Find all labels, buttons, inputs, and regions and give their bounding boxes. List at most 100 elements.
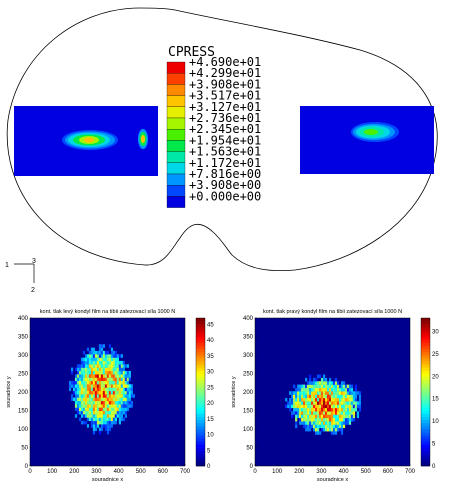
heatmap-cell — [108, 357, 112, 362]
heatmap-cell — [124, 410, 127, 415]
heatmap-cell — [110, 357, 114, 362]
heatmap-cell — [342, 424, 346, 429]
heatmap-cell — [70, 370, 74, 375]
heatmap-cell — [320, 417, 324, 422]
heatmap-cell — [120, 380, 123, 385]
heatmap-cells — [285, 374, 362, 435]
left-pressure-spot-small — [138, 129, 148, 149]
heatmap-cell — [84, 354, 88, 358]
heatmap-cell — [104, 364, 108, 368]
heatmap-cell — [80, 370, 84, 375]
x-tick-label: 0 — [253, 469, 257, 475]
heatmap-cell — [76, 384, 80, 388]
heatmap-cell — [293, 397, 296, 402]
colorbar-segment — [421, 413, 430, 417]
heatmap-cell — [74, 387, 78, 392]
heatmap-cell — [348, 421, 352, 425]
heatmap-cell — [350, 397, 354, 402]
heatmap-cell — [305, 384, 308, 389]
heatmap-cell — [90, 374, 94, 378]
heatmap-cell — [116, 407, 119, 412]
heatmap-cell — [332, 391, 336, 395]
heatmap-cell — [293, 394, 296, 399]
heatmap-cell — [346, 387, 350, 392]
heatmap-cell — [322, 391, 326, 395]
heatmap-cell — [303, 404, 306, 409]
heatmap-cell — [309, 411, 312, 415]
heatmap-cell — [88, 397, 92, 402]
heatmap-cell — [106, 384, 110, 388]
heatmap-cell — [344, 407, 348, 412]
heatmap-cell — [86, 370, 90, 375]
right-pressure-contact-zone — [351, 122, 399, 142]
heatmap-cell — [108, 374, 112, 378]
colorbar-segment — [421, 324, 430, 328]
heatmap-cell — [118, 374, 121, 378]
colorbar-segment — [421, 367, 430, 371]
heatmap-cell — [315, 377, 318, 382]
heatmap-cell — [354, 397, 358, 402]
heatmap-cell — [305, 414, 308, 419]
colorbar-segment — [421, 422, 430, 427]
heatmap-cell — [342, 404, 346, 409]
x-tick-label: 200 — [69, 469, 80, 475]
colorbar-segment — [196, 392, 205, 396]
heatmap-cell — [318, 391, 322, 395]
heatmap-cell — [118, 414, 121, 418]
heatmap-cell — [311, 411, 314, 415]
legend-label: +7.816e+00 — [189, 167, 261, 181]
heatmap-cell — [326, 391, 330, 395]
heatmap-cell — [122, 370, 125, 375]
heatmap-cell — [118, 377, 121, 382]
heatmap-cell — [320, 384, 324, 389]
heatmap-cell — [313, 411, 316, 415]
heatmap-cell — [340, 424, 344, 429]
heatmap-cell — [88, 357, 92, 362]
heatmap-cell — [114, 394, 117, 398]
heatmap-cell — [76, 400, 80, 405]
heatmap-cell — [315, 431, 318, 435]
heatmap-cell — [102, 370, 106, 375]
legend-label: +3.908e+01 — [189, 77, 261, 91]
heatmap-cell — [307, 394, 310, 399]
heatmap-cell — [326, 384, 330, 389]
heatmap-cell — [126, 400, 129, 405]
heatmap-cell — [328, 424, 332, 429]
heatmap-cell — [307, 407, 310, 412]
heatmap-cell — [291, 394, 294, 399]
heatmap-cell — [106, 350, 110, 355]
heatmap-cell — [112, 367, 115, 372]
heatmap-cell — [130, 394, 133, 398]
heatmap-cell — [124, 387, 127, 392]
heatmap-cell — [344, 391, 348, 395]
heatmap-cell — [94, 384, 98, 388]
heatmap-cell — [100, 364, 104, 368]
heatmap-cell — [98, 350, 102, 355]
heatmap-cell — [305, 391, 308, 395]
heatmap-cell — [309, 387, 312, 392]
heatmap-cell — [118, 400, 121, 405]
x-tick-label: 700 — [180, 469, 191, 475]
heatmap-cell — [348, 397, 352, 402]
heatmap-cell — [305, 427, 308, 432]
heatmap-cell — [96, 374, 100, 378]
heatmap-cell — [114, 380, 117, 385]
heatmap-cell — [340, 387, 344, 392]
heatmap-cell — [92, 420, 96, 425]
heatmap-cell — [311, 387, 314, 392]
colorbar-segment — [421, 388, 430, 393]
heatmap-cell — [104, 420, 108, 425]
heatmap-cell — [104, 400, 108, 405]
colorbar-frame — [195, 317, 206, 467]
heatmap-left-condyle: kont. tlak levý kondyl film na tibii zat… — [6, 309, 214, 483]
heatmap-right-condyle: kont. tlak pravý kondyl film na tibii za… — [231, 309, 439, 483]
heatmap-cells — [68, 344, 135, 435]
heatmap-cell — [104, 380, 108, 385]
heatmap-cell — [98, 397, 102, 402]
heatmap-cell — [320, 427, 324, 432]
heatmap-cell — [328, 384, 332, 389]
heatmap-cell — [291, 391, 294, 395]
colorbar-segment — [196, 351, 205, 356]
heatmap-cell — [338, 384, 342, 389]
heatmap-cell — [108, 367, 112, 372]
